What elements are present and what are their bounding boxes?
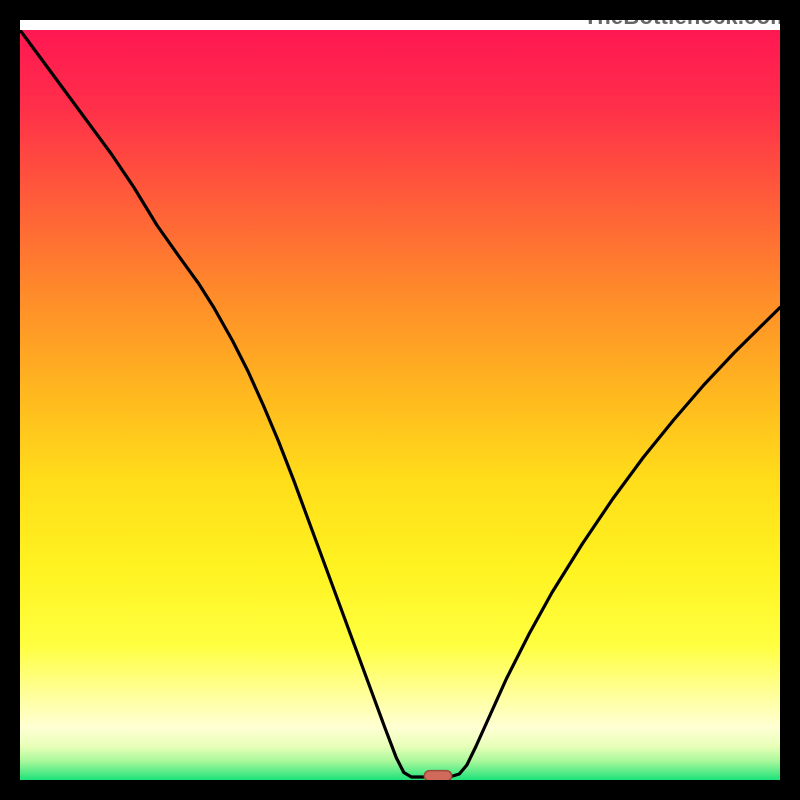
chart-container: TheBottleneck.com	[0, 0, 800, 800]
plot-area	[20, 30, 780, 780]
optimal-marker	[424, 771, 451, 780]
watermark-text: TheBottleneck.com	[584, 4, 790, 30]
plot-svg	[20, 30, 780, 780]
gradient-background	[20, 30, 780, 780]
